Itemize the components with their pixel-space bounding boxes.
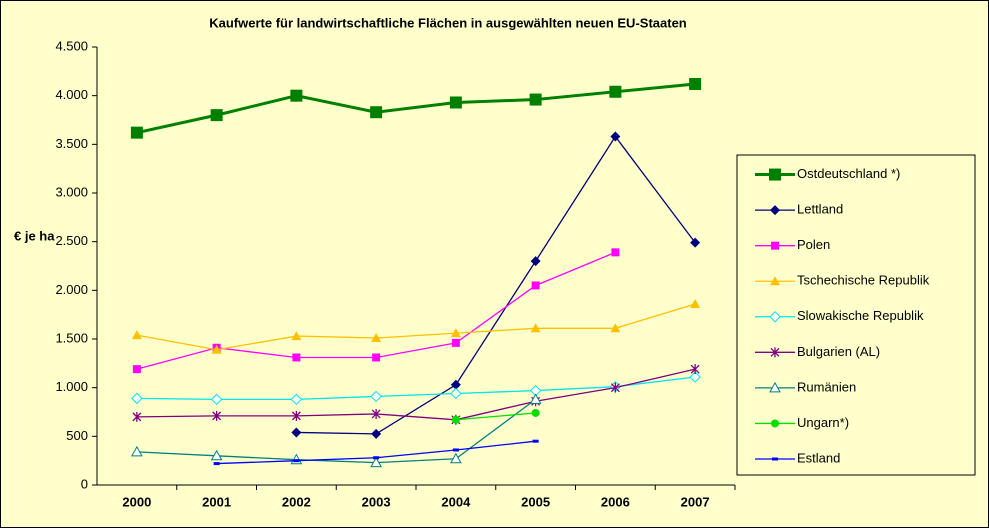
legend-label: Estland (797, 450, 840, 465)
marker (690, 237, 701, 248)
x-tick-label: 2002 (282, 494, 311, 509)
y-tick-label: 2.500 (55, 233, 88, 248)
legend-marker (771, 419, 779, 428)
marker (530, 323, 541, 333)
marker (452, 448, 459, 452)
marker (450, 328, 461, 338)
marker (291, 410, 301, 421)
marker (451, 338, 460, 347)
chart-title: Kaufwerte für landwirtschaftliche Fläche… (209, 15, 687, 30)
legend-label: Rumänien (797, 379, 856, 394)
marker (131, 445, 143, 457)
series-line (296, 135, 696, 435)
legend-label: Lettland (797, 202, 843, 217)
y-tick-label: 1.000 (55, 379, 88, 394)
marker (370, 390, 382, 403)
marker (132, 365, 141, 374)
marker (531, 281, 540, 290)
legend-marker (769, 311, 781, 323)
marker (451, 415, 460, 424)
marker (130, 126, 143, 139)
y-tick-label: 500 (66, 428, 88, 443)
marker (529, 93, 542, 106)
x-tick-label: 2001 (202, 494, 231, 509)
x-tick-label: 2004 (441, 494, 471, 509)
marker (291, 427, 302, 438)
marker (373, 456, 380, 460)
legend-label: Bulgarien (AL) (797, 344, 880, 359)
marker (530, 256, 541, 267)
x-tick-label: 2007 (681, 494, 710, 509)
legend-marker (772, 457, 778, 461)
marker (131, 330, 142, 340)
marker (372, 353, 381, 362)
marker (292, 353, 301, 362)
marker (211, 344, 222, 354)
marker (210, 393, 223, 406)
marker (531, 408, 540, 417)
marker (690, 364, 700, 375)
marker (371, 428, 382, 439)
marker (371, 333, 382, 343)
x-tick-label: 2006 (601, 494, 630, 509)
marker (690, 298, 701, 308)
marker (210, 109, 223, 122)
series-line (136, 368, 696, 421)
marker (212, 410, 222, 421)
legend-label: Slowakische Republik (797, 308, 924, 323)
legend-label: Tschechische Republik (797, 273, 930, 288)
marker (290, 89, 303, 102)
series-line (136, 82, 696, 135)
x-tick-label: 2003 (362, 494, 391, 509)
marker (132, 411, 142, 422)
series-line (136, 376, 696, 400)
marker (449, 96, 462, 109)
legend-marker (770, 276, 780, 286)
series-line (136, 303, 696, 351)
marker (610, 323, 621, 333)
y-tick-label: 4.500 (55, 38, 88, 53)
marker (610, 382, 620, 393)
marker (450, 387, 462, 400)
x-tick-label: 2000 (122, 494, 151, 509)
marker (290, 393, 303, 406)
marker (529, 393, 542, 404)
marker (370, 456, 382, 468)
marker (611, 248, 620, 257)
legend-marker (769, 381, 781, 393)
marker (131, 392, 143, 405)
marker (370, 106, 383, 119)
marker (293, 459, 300, 463)
y-tick-label: 1.500 (55, 330, 88, 345)
marker (609, 85, 622, 98)
marker (210, 449, 223, 461)
marker (689, 77, 702, 90)
legend-marker (769, 168, 781, 181)
marker (689, 371, 701, 383)
y-tick-label: 3.000 (55, 184, 88, 199)
marker (532, 439, 539, 443)
marker (610, 131, 621, 142)
legend-marker (770, 205, 780, 216)
marker (450, 452, 462, 464)
y-tick-label: 4.000 (55, 87, 88, 102)
y-tick-label: 3.500 (55, 136, 88, 151)
y-axis-label: € je ha (14, 228, 55, 243)
marker (371, 408, 381, 419)
x-tick-label: 2005 (521, 494, 550, 509)
legend-marker (770, 347, 780, 358)
y-tick-label: 2.000 (55, 282, 88, 297)
series-line (455, 412, 536, 421)
marker (291, 331, 302, 341)
y-tick-label: 0 (81, 476, 88, 491)
marker (213, 462, 220, 466)
legend-marker (771, 241, 779, 250)
legend-label: Ostdeutschland *) (797, 166, 900, 181)
legend-label: Polen (797, 237, 830, 252)
legend-label: Ungarn*) (797, 415, 849, 430)
marker (450, 379, 461, 390)
